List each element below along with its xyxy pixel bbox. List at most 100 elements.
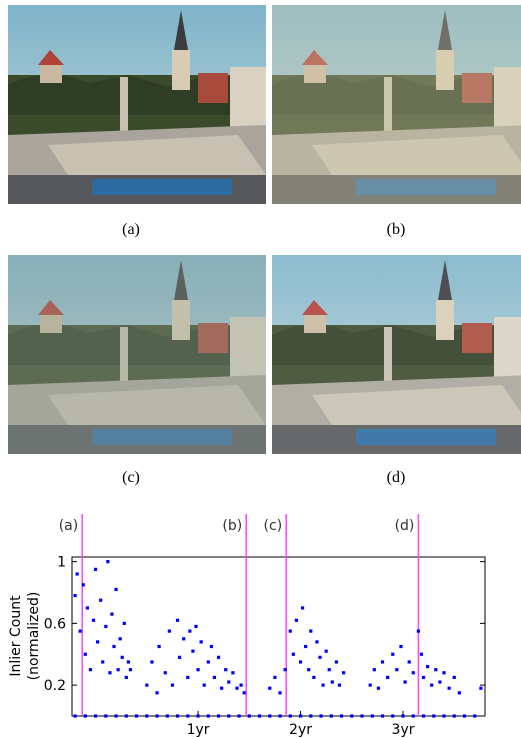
point (171, 684, 174, 687)
point (473, 714, 476, 717)
point (331, 680, 334, 683)
point (235, 687, 238, 690)
point (86, 606, 89, 609)
point (289, 714, 292, 717)
point (176, 619, 179, 622)
point (104, 714, 107, 717)
point (123, 622, 126, 625)
point (458, 691, 461, 694)
point (158, 645, 161, 648)
caption: (d) (387, 469, 406, 486)
point (94, 568, 97, 571)
point (176, 714, 179, 717)
point (292, 653, 295, 656)
point (210, 645, 213, 648)
point (391, 653, 394, 656)
point (135, 714, 138, 717)
point (328, 668, 331, 671)
point (309, 629, 312, 632)
point (403, 680, 406, 683)
point (186, 676, 189, 679)
point (82, 583, 85, 586)
x-tick-label: 1yr (187, 722, 210, 738)
event-label: (d) (395, 518, 415, 534)
point (125, 714, 128, 717)
point (237, 714, 240, 717)
point (420, 653, 423, 656)
point (412, 714, 415, 717)
point (301, 606, 304, 609)
photo-b (272, 5, 521, 204)
page: (a) (b) (c) (d) Inlier Count (normalized… (0, 0, 521, 738)
point (442, 671, 445, 674)
point (371, 714, 374, 717)
point (434, 668, 437, 671)
point (101, 660, 104, 663)
point (76, 572, 79, 575)
point (268, 687, 271, 690)
point (377, 687, 380, 690)
point (319, 714, 322, 717)
point (166, 714, 169, 717)
point (395, 668, 398, 671)
point (453, 676, 456, 679)
point (426, 665, 429, 668)
point (315, 640, 318, 643)
point (386, 676, 389, 679)
point (309, 714, 312, 717)
y-tick-label: 0.6 (44, 616, 66, 632)
point (121, 656, 124, 659)
point (89, 668, 92, 671)
point (432, 714, 435, 717)
point (278, 691, 281, 694)
point (479, 687, 482, 690)
x-tick-label: 2yr (289, 722, 312, 738)
point (373, 668, 376, 671)
y-tick-label: 1 (57, 555, 66, 571)
point (191, 650, 194, 653)
point (350, 714, 353, 717)
point (224, 668, 227, 671)
photo-d (272, 255, 521, 454)
point (155, 714, 158, 717)
point (369, 684, 372, 687)
point (168, 629, 171, 632)
point (239, 684, 242, 687)
point (243, 691, 246, 694)
point (125, 676, 128, 679)
point (422, 714, 425, 717)
point (114, 714, 117, 717)
point (448, 687, 451, 690)
point (463, 714, 466, 717)
point (295, 619, 298, 622)
point (114, 588, 117, 591)
photo-a (8, 5, 266, 204)
point (289, 629, 292, 632)
point (200, 640, 203, 643)
caption: (a) (122, 221, 140, 238)
point (284, 668, 287, 671)
point (307, 668, 310, 671)
caption: (b) (387, 221, 406, 238)
point (194, 625, 197, 628)
y-axis-label: (normalized) (26, 592, 42, 681)
point (268, 714, 271, 717)
point (220, 687, 223, 690)
figure: (a) (b) (c) (d) Inlier Count (normalized… (0, 0, 521, 738)
point (342, 671, 345, 674)
point (340, 714, 343, 717)
point (325, 650, 328, 653)
point (318, 656, 321, 659)
point (299, 714, 302, 717)
point (79, 629, 82, 632)
point (119, 637, 122, 640)
point (258, 714, 261, 717)
point (145, 684, 148, 687)
point (408, 660, 411, 663)
point (207, 714, 210, 717)
point (145, 714, 148, 717)
caption: (c) (122, 469, 140, 486)
point (381, 714, 384, 717)
point (155, 691, 158, 694)
photo-c (8, 255, 266, 454)
